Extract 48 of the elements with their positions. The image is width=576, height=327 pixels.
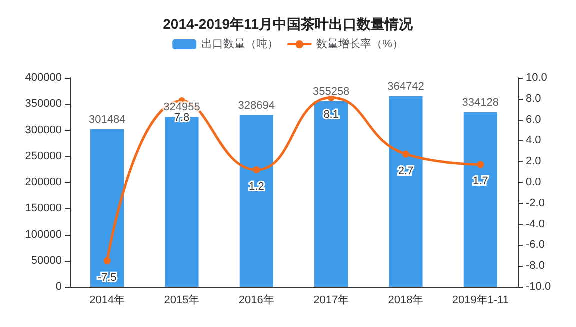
x-tick-label: 2019年1-11	[452, 294, 510, 306]
y2-tick-label: 6.0	[526, 114, 542, 126]
legend-label: 出口数量（吨）	[202, 38, 279, 50]
x-tick-label: 2017年	[314, 294, 350, 306]
y2-tick-label: -4.0	[526, 218, 545, 230]
point	[253, 166, 260, 174]
data-label: 355258	[312, 86, 350, 98]
data-label: 301484	[88, 114, 126, 126]
point	[477, 161, 484, 168]
y2-tick-label: -10.0	[526, 281, 552, 293]
y-tick-label: 50000	[31, 254, 62, 267]
y-tick-label: 250000	[25, 150, 62, 162]
data-label: 1.7	[473, 176, 488, 188]
data-label: -7.5	[98, 272, 117, 284]
y2-tick-label: -6.0	[526, 239, 545, 252]
bar	[464, 112, 498, 287]
chart-title: 2014-2019年11月中国茶叶出口数量情况	[163, 16, 414, 32]
y2-tick-label: 0.0	[526, 176, 542, 188]
y-tick-label: 150000	[25, 202, 62, 215]
x-tick-label: 2018年	[388, 294, 424, 306]
bar	[240, 115, 274, 287]
bar	[389, 96, 423, 287]
y2-tick-label: 8.0	[526, 92, 542, 105]
y2-tick-label: 2.0	[526, 156, 542, 168]
y-tick-label: 100000	[25, 228, 62, 241]
data-label: 364742	[388, 80, 424, 93]
data-label: 334128	[462, 96, 500, 109]
data-label: 8.1	[324, 108, 339, 121]
y-tick-label: 300000	[25, 124, 62, 136]
y2-tick-label: -2.0	[526, 197, 545, 210]
x-tick-label: 2015年	[164, 294, 200, 306]
y-tick-label: 200000	[25, 176, 62, 188]
y2-tick-label: 10.0	[526, 72, 548, 84]
y2-tick-label: -8.0	[526, 260, 545, 272]
y-tick-label: 400000	[25, 72, 62, 84]
y-tick-label: 0	[56, 281, 62, 293]
y-tick-label: 350000	[25, 98, 62, 110]
bar	[314, 101, 348, 287]
y2-tick-label: 4.0	[526, 134, 542, 147]
x-tick-label: 2016年	[238, 294, 274, 306]
x-tick-label: 2014年	[90, 294, 126, 306]
data-label: 1.2	[249, 180, 264, 193]
bar	[90, 129, 124, 287]
point	[402, 150, 410, 158]
data-label: 328694	[238, 100, 276, 112]
legend-label: 数量增长率（%）	[316, 38, 404, 50]
point	[104, 257, 111, 264]
data-label: 2.7	[398, 165, 414, 178]
